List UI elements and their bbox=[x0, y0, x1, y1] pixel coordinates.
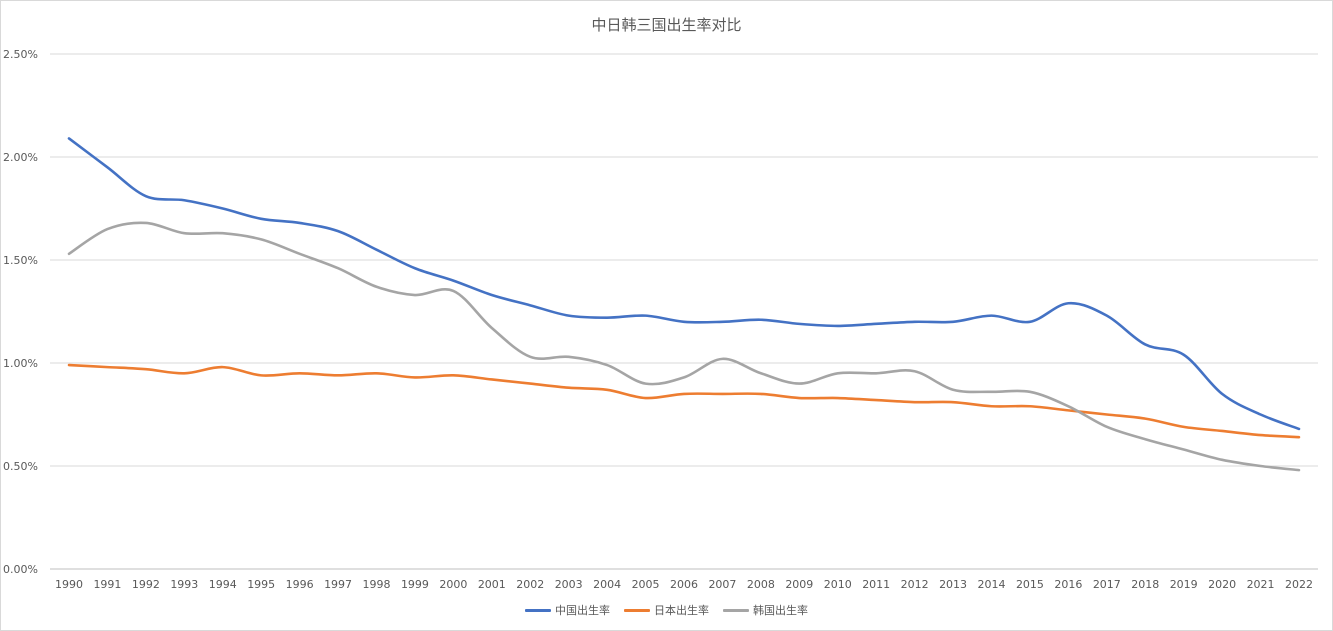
series-line-japan[interactable] bbox=[67, 363, 1301, 439]
x-tick-label: 2019 bbox=[1170, 578, 1198, 591]
x-tick-label: 2004 bbox=[593, 578, 621, 591]
y-tick-label: 0.00% bbox=[3, 563, 38, 576]
x-tick-label: 1994 bbox=[209, 578, 237, 591]
x-tick-label: 2015 bbox=[1016, 578, 1044, 591]
x-tick-label: 1998 bbox=[363, 578, 391, 591]
legend-swatch-japan bbox=[624, 608, 650, 612]
x-tick-label: 2005 bbox=[632, 578, 660, 591]
x-tick-label: 2017 bbox=[1093, 578, 1121, 591]
legend-label-china: 中国出生率 bbox=[555, 604, 610, 617]
x-tick-label: 1992 bbox=[132, 578, 160, 591]
x-tick-label: 2009 bbox=[785, 578, 813, 591]
legend-item-korea[interactable]: 韩国出生率 bbox=[723, 602, 808, 618]
x-tick-label: 2011 bbox=[862, 578, 890, 591]
x-tick-label: 1999 bbox=[401, 578, 429, 591]
x-tick-label: 2008 bbox=[747, 578, 775, 591]
x-tick-label: 2021 bbox=[1247, 578, 1275, 591]
x-tick-label: 1991 bbox=[93, 578, 121, 591]
y-tick-label: 0.50% bbox=[3, 460, 38, 473]
x-tick-label: 1997 bbox=[324, 578, 352, 591]
x-tick-label: 2018 bbox=[1131, 578, 1159, 591]
x-tick-label: 2001 bbox=[478, 578, 506, 591]
x-tick-label: 2000 bbox=[439, 578, 467, 591]
legend-swatch-china bbox=[525, 608, 551, 612]
x-tick-label: 2006 bbox=[670, 578, 698, 591]
y-tick-label: 2.50% bbox=[3, 48, 38, 61]
x-tick-label: 2016 bbox=[1054, 578, 1082, 591]
x-tick-label: 2012 bbox=[901, 578, 929, 591]
legend: 中国出生率 日本出生率 韩国出生率 bbox=[0, 602, 1333, 618]
x-tick-label: 2013 bbox=[939, 578, 967, 591]
y-tick-label: 1.00% bbox=[3, 357, 38, 370]
legend-label-korea: 韩国出生率 bbox=[753, 604, 808, 617]
legend-item-china[interactable]: 中国出生率 bbox=[525, 602, 610, 618]
legend-label-japan: 日本出生率 bbox=[654, 604, 709, 617]
legend-swatch-korea bbox=[723, 608, 749, 612]
series-line-china[interactable] bbox=[67, 137, 1301, 431]
x-tick-label: 1996 bbox=[286, 578, 314, 591]
x-tick-label: 2022 bbox=[1285, 578, 1313, 591]
x-tick-label: 2007 bbox=[708, 578, 736, 591]
series-line-korea[interactable] bbox=[67, 221, 1301, 472]
x-tick-label: 2010 bbox=[824, 578, 852, 591]
y-tick-label: 1.50% bbox=[3, 254, 38, 267]
x-tick-label: 2002 bbox=[516, 578, 544, 591]
x-tick-label: 1993 bbox=[170, 578, 198, 591]
x-tick-label: 1990 bbox=[55, 578, 83, 591]
y-tick-label: 2.00% bbox=[3, 151, 38, 164]
chart-title: 中日韩三国出生率对比 bbox=[591, 16, 742, 34]
x-tick-label: 1995 bbox=[247, 578, 275, 591]
legend-item-japan[interactable]: 日本出生率 bbox=[624, 602, 709, 618]
x-tick-label: 2014 bbox=[978, 578, 1006, 591]
x-tick-label: 2003 bbox=[555, 578, 583, 591]
x-tick-label: 2020 bbox=[1208, 578, 1236, 591]
